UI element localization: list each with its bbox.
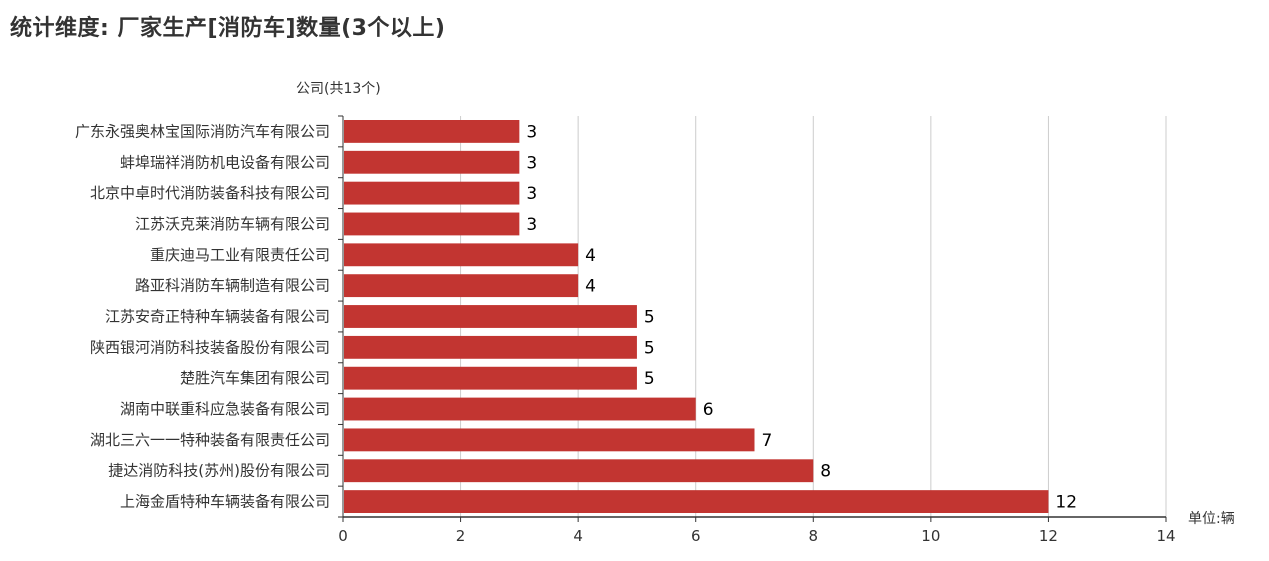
bar[interactable] [344,212,520,236]
grid-lines [460,116,1167,517]
category-label: 江苏沃克莱消防车辆有限公司 [135,215,330,233]
x-tick-label: 8 [809,527,819,545]
bar[interactable] [344,490,1049,513]
category-label: 楚胜汽车集团有限公司 [180,369,330,387]
category-label: 广东永强奥林宝国际消防汽车有限公司 [75,122,330,140]
x-tick-label: 6 [691,527,701,545]
bar-value-label: 8 [820,462,831,482]
category-label: 湖北三六一一特种装备有限责任公司 [90,431,330,449]
bar[interactable] [344,459,814,483]
axes: 0 2 4 6 8 10 12 14 广东永强奥林宝国际消防汽车有限公司蚌埠瑞祥消防机电设备有限… [75,115,1176,545]
bar-value-label: 3 [526,153,537,173]
category-label: 湖南中联重科应急装备有限公司 [120,400,330,418]
x-tick-label: 12 [1039,527,1058,545]
x-tick-label: 14 [1156,527,1175,545]
bar-value-label: 5 [644,308,655,328]
bar-value-label: 5 [644,369,655,389]
bar-value-label: 4 [585,277,596,297]
x-tick-label: 10 [921,527,940,545]
category-label: 路亚科消防车辆制造有限公司 [135,277,330,295]
bar-value-label: 3 [526,122,537,142]
y-axis-label: 公司(共13个) [296,81,381,97]
bar-value-label: 3 [526,184,537,204]
bar[interactable] [344,305,637,328]
x-axis-unit-label: 单位:辆 [1188,511,1235,527]
category-label: 蚌埠瑞祥消防机电设备有限公司 [120,153,330,171]
category-label: 上海金盾特种车辆装备有限公司 [120,493,330,511]
category-label: 陕西银河消防科技装备股份有限公司 [90,338,330,356]
bar[interactable] [344,150,520,174]
x-tick-label: 2 [456,527,466,545]
x-tick-label: 0 [338,527,348,545]
bar[interactable] [344,243,579,267]
category-label: 江苏安奇正特种车辆装备有限公司 [105,308,330,326]
chart-title: 统计维度: 厂家生产[消防车]数量(3个以上) [10,16,446,41]
bar[interactable] [344,181,520,205]
bar-value-label: 3 [526,215,537,235]
x-tick-label: 4 [573,527,583,545]
bar[interactable] [344,397,696,421]
bar[interactable] [344,366,637,390]
bar-value-label: 12 [1055,493,1077,513]
category-label: 北京中卓时代消防装备科技有限公司 [90,184,330,202]
bar-value-label: 5 [644,338,655,358]
category-label: 捷达消防科技(苏州)股份有限公司 [108,462,330,480]
bar-value-label: 4 [585,246,596,266]
bar[interactable] [344,335,637,359]
bar[interactable] [344,120,520,143]
bars: 3 3 3 3 4 4 5 5 5 6 7 8 12 [344,120,1077,513]
bar[interactable] [344,274,579,298]
bar-value-label: 7 [762,431,773,451]
bar[interactable] [344,428,755,452]
category-label: 重庆迪马工业有限责任公司 [150,246,330,264]
bar-value-label: 6 [703,400,714,420]
